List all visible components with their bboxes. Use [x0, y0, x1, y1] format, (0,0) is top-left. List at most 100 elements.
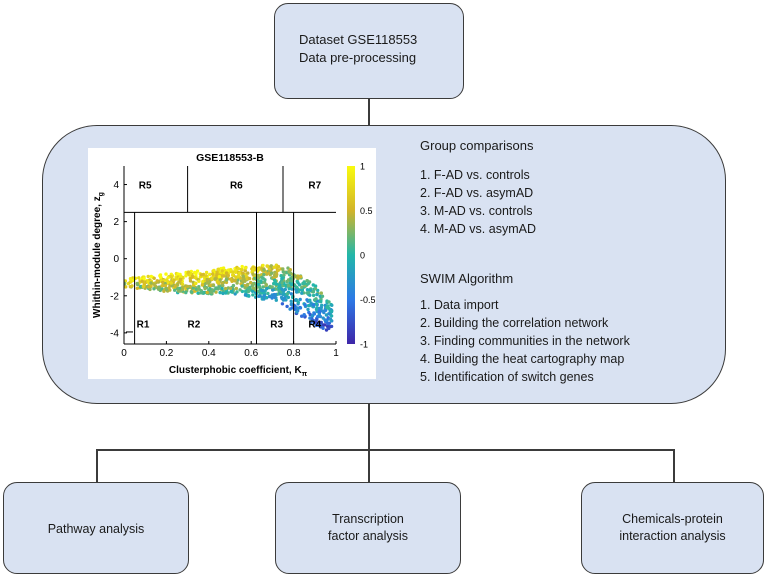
- data-point: [213, 277, 217, 281]
- data-point: [299, 275, 303, 279]
- group-comparison-item: 4. M-AD vs. asymAD: [420, 222, 536, 236]
- data-point: [266, 291, 270, 296]
- data-point: [173, 288, 177, 292]
- tf-analysis-box: Transcription factor analysis: [275, 482, 461, 574]
- data-point: [236, 267, 241, 271]
- data-point: [286, 278, 291, 282]
- data-point: [167, 286, 171, 290]
- data-point: [243, 286, 247, 290]
- swim-step: 3. Finding communities in the network: [420, 334, 630, 348]
- data-point: [251, 293, 255, 297]
- data-point: [295, 310, 299, 314]
- data-point: [228, 268, 233, 272]
- data-point: [149, 274, 153, 279]
- data-point: [235, 290, 239, 294]
- data-point: [320, 309, 325, 313]
- data-point: [214, 286, 218, 291]
- preprocessing-label: Data pre-processing: [299, 50, 417, 65]
- connector-panel-to-branch: [368, 404, 370, 450]
- x-tick-label: 0.8: [287, 348, 301, 359]
- colorbar-tick-label: 0: [360, 251, 365, 261]
- data-point: [327, 300, 331, 304]
- data-point: [204, 270, 209, 275]
- data-point: [314, 297, 318, 301]
- region-label: R6: [230, 180, 243, 191]
- data-point: [140, 279, 144, 283]
- data-point: [199, 291, 203, 295]
- data-point: [324, 313, 329, 317]
- data-point: [290, 278, 294, 283]
- data-point: [212, 268, 216, 273]
- data-point: [281, 288, 285, 292]
- data-point: [256, 282, 261, 287]
- data-point: [220, 269, 224, 273]
- data-point: [287, 286, 291, 291]
- data-point: [169, 281, 173, 285]
- data-point: [163, 284, 168, 288]
- data-point: [246, 287, 251, 291]
- swim-step: 1. Data import: [420, 298, 499, 312]
- data-point: [309, 320, 313, 324]
- data-point: [280, 281, 284, 285]
- data-point: [296, 275, 300, 279]
- data-point: [178, 277, 183, 282]
- data-point: [130, 284, 134, 288]
- colorbar-tick-label: 0.5: [360, 206, 373, 216]
- colorbar-tick-label: -0.5: [360, 295, 376, 305]
- data-point: [162, 289, 166, 293]
- data-point: [237, 274, 241, 278]
- dataset-title: Dataset GSE118553: [299, 32, 418, 47]
- data-point: [302, 281, 307, 286]
- data-point: [224, 278, 229, 282]
- data-point: [298, 306, 303, 310]
- data-point: [196, 291, 200, 295]
- data-point: [229, 277, 233, 281]
- data-point: [305, 298, 309, 302]
- data-point: [287, 269, 291, 274]
- data-point: [253, 276, 257, 280]
- data-point: [215, 280, 220, 284]
- y-axis-label: Whithin-module degree, zg: [92, 192, 105, 318]
- region-label: R7: [308, 180, 321, 191]
- data-point: [208, 272, 212, 277]
- plot-title: GSE118553-B: [196, 152, 264, 164]
- chemicals-protein-box: Chemicals-protein interaction analysis: [581, 482, 764, 574]
- data-point: [327, 326, 331, 331]
- region-label: R4: [308, 319, 321, 330]
- data-point: [135, 281, 139, 286]
- data-point: [164, 286, 168, 291]
- chemicals-protein-label-line2: interaction analysis: [619, 529, 726, 543]
- data-point: [237, 271, 242, 276]
- data-point: [317, 312, 321, 316]
- connector-top-to-panel: [368, 99, 370, 126]
- data-point: [218, 290, 222, 295]
- data-point: [280, 302, 285, 306]
- data-point: [221, 284, 225, 288]
- data-point: [300, 288, 304, 292]
- data-point: [241, 274, 245, 278]
- data-point: [240, 264, 244, 269]
- data-point: [281, 270, 285, 274]
- data-point: [286, 284, 291, 288]
- data-point: [231, 283, 236, 288]
- data-point: [210, 290, 214, 295]
- data-point: [194, 272, 198, 276]
- data-point: [272, 265, 276, 269]
- heat-cartography-map: 0 0.2 0.4 0.6 0.8 1 4 2 0 -2 -4 GSE118553-B Cluste…: [88, 148, 376, 379]
- data-point: [281, 292, 285, 296]
- data-point: [319, 320, 323, 325]
- data-point: [312, 312, 317, 316]
- data-point: [329, 309, 334, 314]
- data-point: [164, 278, 169, 282]
- data-point: [251, 286, 255, 290]
- data-point: [173, 284, 177, 289]
- data-point: [180, 282, 185, 286]
- data-point: [191, 286, 195, 290]
- data-point: [246, 271, 250, 275]
- data-point: [234, 286, 239, 291]
- data-point: [285, 292, 290, 296]
- region-label: R2: [188, 319, 201, 330]
- data-point: [261, 285, 265, 289]
- data-point: [280, 277, 284, 281]
- connector-branch-right: [673, 449, 675, 483]
